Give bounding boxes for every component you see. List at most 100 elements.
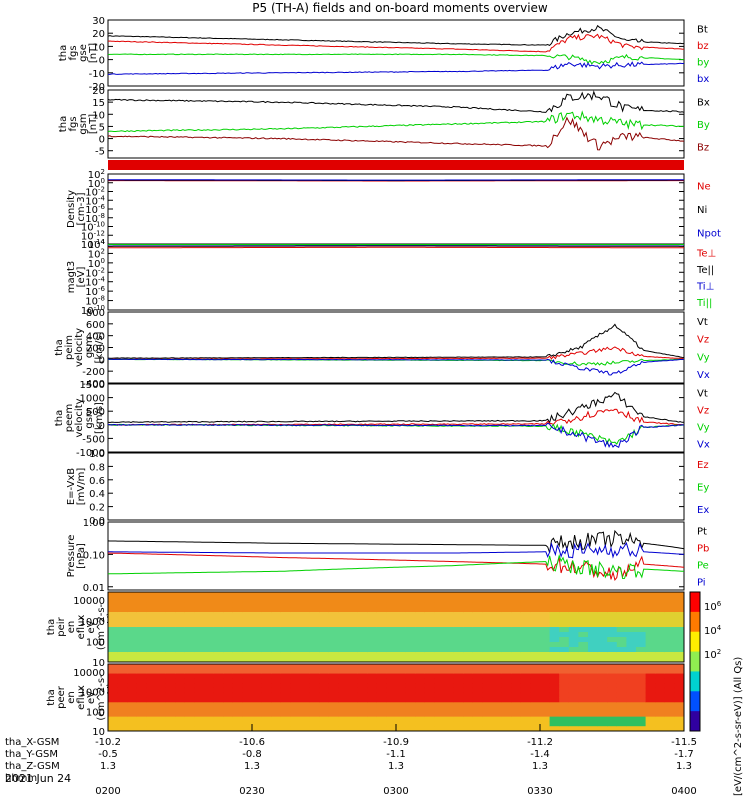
heatmap-cell (626, 698, 636, 703)
heatmap-cell (607, 688, 617, 693)
heatmap-cell (598, 698, 608, 703)
heatmap-cell (223, 669, 233, 674)
heatmap-cell (252, 683, 262, 688)
heatmap-cell (223, 592, 233, 598)
heatmap-cell (473, 693, 483, 698)
heatmap-cell (578, 698, 588, 703)
y-tick-label: 10000 (73, 668, 105, 679)
heatmap-cell (156, 707, 166, 712)
heatmap-cell (146, 602, 156, 608)
heatmap-cell (646, 669, 656, 674)
heatmap-cell (607, 612, 617, 618)
heatmap-cell (338, 678, 348, 683)
heatmap-cell (578, 674, 588, 679)
heatmap-cell (415, 617, 425, 623)
heatmap-cell (454, 627, 464, 633)
heatmap-cell (156, 652, 166, 658)
heatmap-cell (482, 632, 492, 638)
legend-entry: Pb (697, 544, 709, 555)
heatmap-cell (348, 647, 358, 653)
heatmap-cell (319, 647, 329, 653)
heatmap-cell (329, 602, 339, 608)
heatmap-cell (415, 707, 425, 712)
heatmap-cell (569, 664, 579, 669)
heatmap-cell (310, 597, 320, 603)
heatmap-cell (569, 622, 579, 628)
heatmap-cell (281, 698, 291, 703)
heatmap-cell (463, 607, 473, 613)
heatmap-cell (377, 642, 387, 648)
heatmap-cell (492, 712, 502, 717)
heatmap-cell (358, 617, 368, 623)
heatmap-cell (290, 717, 300, 722)
heatmap-cell (137, 669, 147, 674)
heatmap-cell (406, 664, 416, 669)
heatmap-cell (482, 669, 492, 674)
legend-entry: Vx (697, 440, 710, 451)
heatmap-cell (233, 637, 243, 643)
heatmap-cell (511, 597, 521, 603)
heatmap-cell (290, 683, 300, 688)
heatmap-cell (271, 622, 281, 628)
heatmap-cell (175, 627, 185, 633)
heatmap-cell (319, 721, 329, 726)
heatmap-cell (415, 674, 425, 679)
heatmap-cell (646, 592, 656, 598)
heatmap-cell (233, 712, 243, 717)
heatmap-cell (396, 721, 406, 726)
heatmap-cell (550, 712, 560, 717)
legend-entry: Ti|| (696, 298, 712, 309)
heatmap-cell (214, 612, 224, 618)
heatmap-cell (262, 602, 272, 608)
heatmap-cell (338, 632, 348, 638)
heatmap-cell (434, 602, 444, 608)
heatmap-cell (175, 664, 185, 669)
heatmap-cell (310, 688, 320, 693)
heatmap-cell (636, 607, 646, 613)
heatmap-cell (674, 669, 684, 674)
heatmap-cell (194, 637, 204, 643)
heatmap-cell (271, 637, 281, 643)
colorbar-segment (690, 671, 700, 691)
legend-entry: Vt (697, 317, 708, 328)
heatmap-cell (550, 664, 560, 669)
heatmap-cell (492, 664, 502, 669)
heatmap-cell (108, 678, 118, 683)
series-line (108, 62, 684, 74)
heatmap-cell (492, 612, 502, 618)
heatmap-cell (550, 602, 560, 608)
heatmap-cell (137, 627, 147, 633)
heatmap-cell (607, 674, 617, 679)
heatmap-cell (127, 592, 137, 598)
heatmap-cell (655, 669, 665, 674)
heatmap-cell (223, 647, 233, 653)
heatmap-cell (127, 683, 137, 688)
heatmap-cell (310, 592, 320, 598)
legend-entry: Ti⊥ (696, 281, 714, 292)
heatmap-cell (338, 664, 348, 669)
heatmap-cell (137, 607, 147, 613)
heatmap-cell (626, 632, 636, 638)
heatmap-cell (310, 617, 320, 623)
heatmap-cell (242, 652, 252, 658)
heatmap-cell (194, 721, 204, 726)
heatmap-cell (310, 712, 320, 717)
heatmap-cell (281, 597, 291, 603)
heatmap-cell (665, 622, 675, 628)
heatmap-cell (108, 698, 118, 703)
heatmap-cell (233, 674, 243, 679)
heatmap-cell (530, 664, 540, 669)
heatmap-cell (463, 632, 473, 638)
heatmap-cell (674, 632, 684, 638)
heatmap-cell (156, 602, 166, 608)
heatmap-cell (502, 652, 512, 658)
heatmap-cell (146, 592, 156, 598)
heatmap-cell (290, 702, 300, 707)
heatmap-cell (300, 664, 310, 669)
heatmap-cell (444, 712, 454, 717)
heatmap-cell (223, 712, 233, 717)
heatmap-cell (108, 617, 118, 623)
heatmap-cell (617, 632, 627, 638)
heatmap-cell (396, 592, 406, 598)
heatmap-cell (252, 612, 262, 618)
